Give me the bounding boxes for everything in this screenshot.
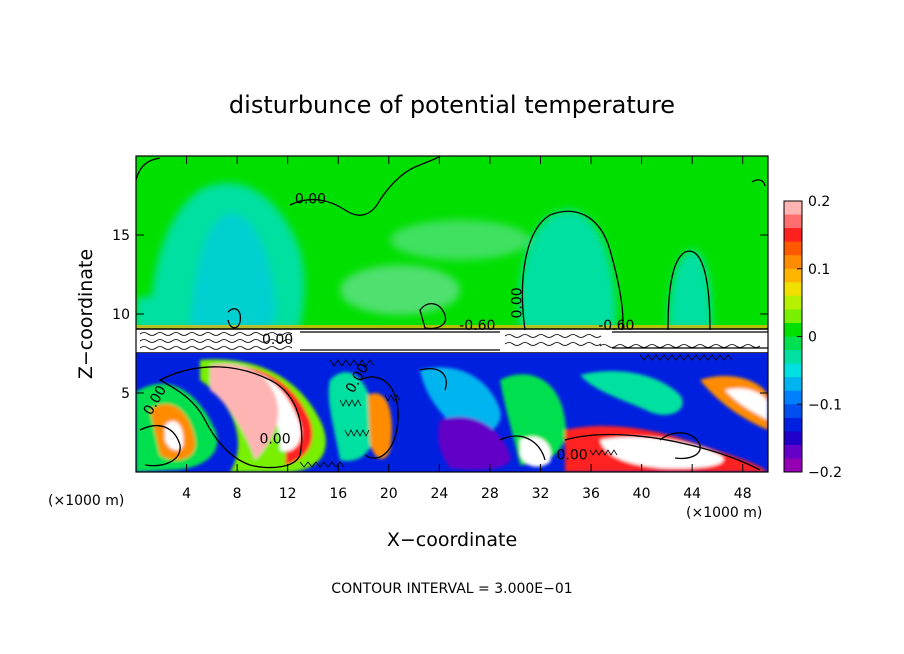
contour-lines (136, 156, 766, 471)
lower-white-c (210, 363, 279, 460)
plot-area: 0.000.000.00-0.60 -0.600.000.000.000.00 (136, 156, 768, 472)
colorbar-segment (784, 350, 802, 365)
plume-edge (136, 296, 175, 330)
colorbar-segment (784, 295, 802, 310)
lower-band-cyan-d (420, 367, 501, 434)
colorbar-tick-label: 0.2 (808, 194, 830, 210)
y-axis: 5 10 15 (112, 228, 768, 402)
contour-interval-note: CONTOUR INTERVAL = 3.000E−01 (331, 581, 572, 597)
y-tick-label: 5 (121, 386, 130, 402)
x-tick-label: 8 (233, 486, 242, 502)
colorbar-tick-label: 0.1 (808, 262, 830, 278)
contour-label: 0.00 (295, 191, 326, 207)
colorbar-segment (784, 390, 802, 405)
x-tick-label: 4 (182, 486, 191, 502)
colorbar-segment (784, 309, 802, 324)
lower-white-b (230, 368, 301, 452)
y-axis-label: Z−coordinate (75, 249, 97, 379)
colorbar-segment (784, 228, 802, 243)
contour-speckle (299, 354, 733, 468)
colorbar-segment (784, 404, 802, 419)
upper-plumes (136, 183, 712, 330)
lower-band-green-g (580, 371, 683, 415)
x-axis: 4 8 12 16 20 24 28 32 36 40 44 48 (182, 156, 752, 502)
colorbar-segment (784, 431, 802, 446)
lower-band-orange-c (368, 393, 392, 459)
x-tick-label: 36 (582, 486, 600, 502)
plume-center (340, 265, 460, 315)
colorbar: 0.2 0.1 0 −0.1 −0.2 (783, 194, 842, 481)
x-axis-label: X−coordinate (387, 529, 517, 551)
colorbar-segment (784, 241, 802, 256)
x-tick-label: 48 (734, 486, 752, 502)
x-tick-label: 16 (329, 486, 347, 502)
contour-label: -0.60 (459, 318, 495, 334)
x-tick-label: 44 (683, 486, 701, 502)
plume-right (668, 249, 712, 330)
plume-mid (519, 209, 616, 330)
lower-white-e (520, 436, 551, 467)
colorbar-segment (784, 322, 802, 337)
colorbar-segment (784, 255, 802, 270)
contour-label: 0.00 (556, 447, 587, 463)
x-tick-label: 12 (279, 486, 297, 502)
contour-label: 0.00 (262, 332, 293, 348)
plume-left-core (190, 213, 276, 330)
colorbar-segment (784, 363, 802, 378)
colorbar-segment (784, 214, 802, 229)
upper-warm-edge (136, 325, 768, 330)
x-tick-label: 20 (380, 486, 398, 502)
x-unit-left: (×1000 m) (48, 493, 124, 509)
colorbar-segment (784, 282, 802, 297)
lower-band-green-c (328, 372, 376, 461)
lower-band-purple (438, 416, 511, 470)
lower-white-h (725, 388, 768, 420)
colorbar-segment (784, 444, 802, 459)
colorbar-segment (784, 201, 802, 216)
plume-center2 (390, 220, 530, 260)
colorbar-segment (784, 336, 802, 351)
contour-label: 0.00 (259, 432, 290, 448)
x-tick-label: 24 (430, 486, 448, 502)
x-tick-label: 40 (633, 486, 651, 502)
contour-label: 0.00 (510, 287, 526, 318)
y-tick-label: 10 (112, 307, 130, 323)
colorbar-tick-label: −0.1 (808, 397, 842, 413)
colorbar-segment (784, 458, 802, 473)
colorbar-segment (784, 417, 802, 432)
lower-band-orange-h (700, 375, 768, 430)
x-tick-label: 32 (532, 486, 550, 502)
chart-title: disturbunce of potential temperature (229, 91, 675, 119)
colorbar-tick-label: −0.2 (808, 465, 842, 481)
lower-band-green-e (500, 374, 566, 465)
lower-structures (136, 359, 768, 472)
y-tick-label: 15 (112, 228, 130, 244)
colorbar-segment (784, 377, 802, 392)
lower-white-a (165, 421, 184, 451)
colorbar-tick-label: 0 (808, 330, 817, 346)
x-tick-label: 28 (481, 486, 499, 502)
x-unit-right: (×1000 m) (686, 505, 762, 521)
contour-label: -0.60 (598, 318, 634, 334)
lower-white-f (600, 436, 724, 469)
colorbar-segment (784, 268, 802, 283)
